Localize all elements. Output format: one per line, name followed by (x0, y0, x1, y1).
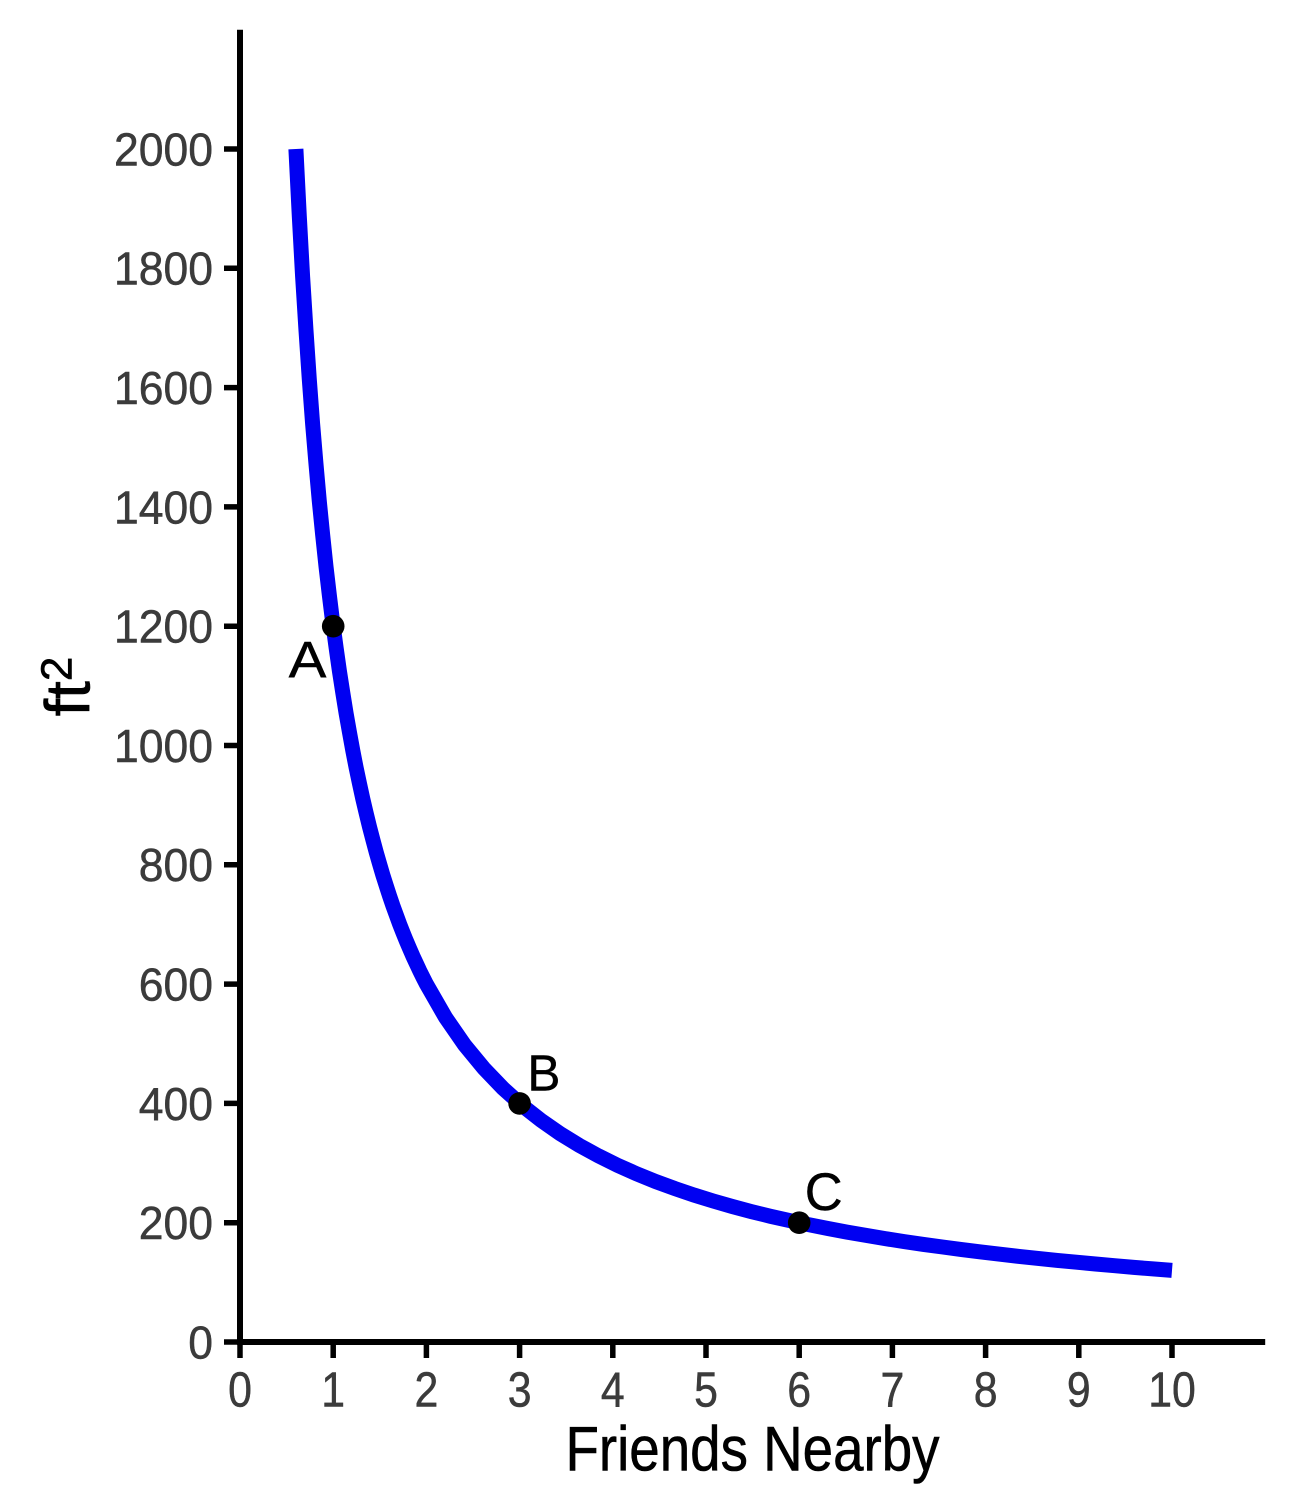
svg-text:7: 7 (881, 1362, 905, 1417)
svg-text:A: A (289, 631, 327, 688)
svg-text:1200: 1200 (114, 601, 213, 653)
svg-text:8: 8 (974, 1362, 998, 1417)
svg-text:5: 5 (694, 1362, 718, 1417)
svg-text:4: 4 (601, 1362, 625, 1417)
svg-text:400: 400 (139, 1078, 213, 1130)
svg-text:Friends Nearby: Friends Nearby (566, 1414, 940, 1484)
svg-text:1600: 1600 (114, 362, 213, 414)
svg-text:6: 6 (787, 1362, 811, 1417)
svg-text:10: 10 (1148, 1362, 1196, 1417)
svg-text:1800: 1800 (114, 243, 213, 295)
svg-text:1: 1 (321, 1362, 345, 1417)
svg-text:600: 600 (139, 959, 213, 1011)
svg-text:1000: 1000 (114, 720, 213, 772)
svg-text:C: C (805, 1163, 843, 1222)
svg-text:ft2: ft2 (33, 657, 104, 717)
svg-text:9: 9 (1067, 1362, 1091, 1417)
svg-text:200: 200 (139, 1197, 213, 1249)
svg-text:2: 2 (415, 1362, 439, 1417)
svg-text:2000: 2000 (114, 123, 213, 175)
svg-text:800: 800 (139, 839, 213, 891)
svg-text:3: 3 (508, 1362, 532, 1417)
svg-text:0: 0 (228, 1362, 252, 1417)
svg-text:1400: 1400 (114, 481, 213, 533)
svg-text:0: 0 (188, 1316, 213, 1368)
svg-text:B: B (527, 1044, 560, 1101)
